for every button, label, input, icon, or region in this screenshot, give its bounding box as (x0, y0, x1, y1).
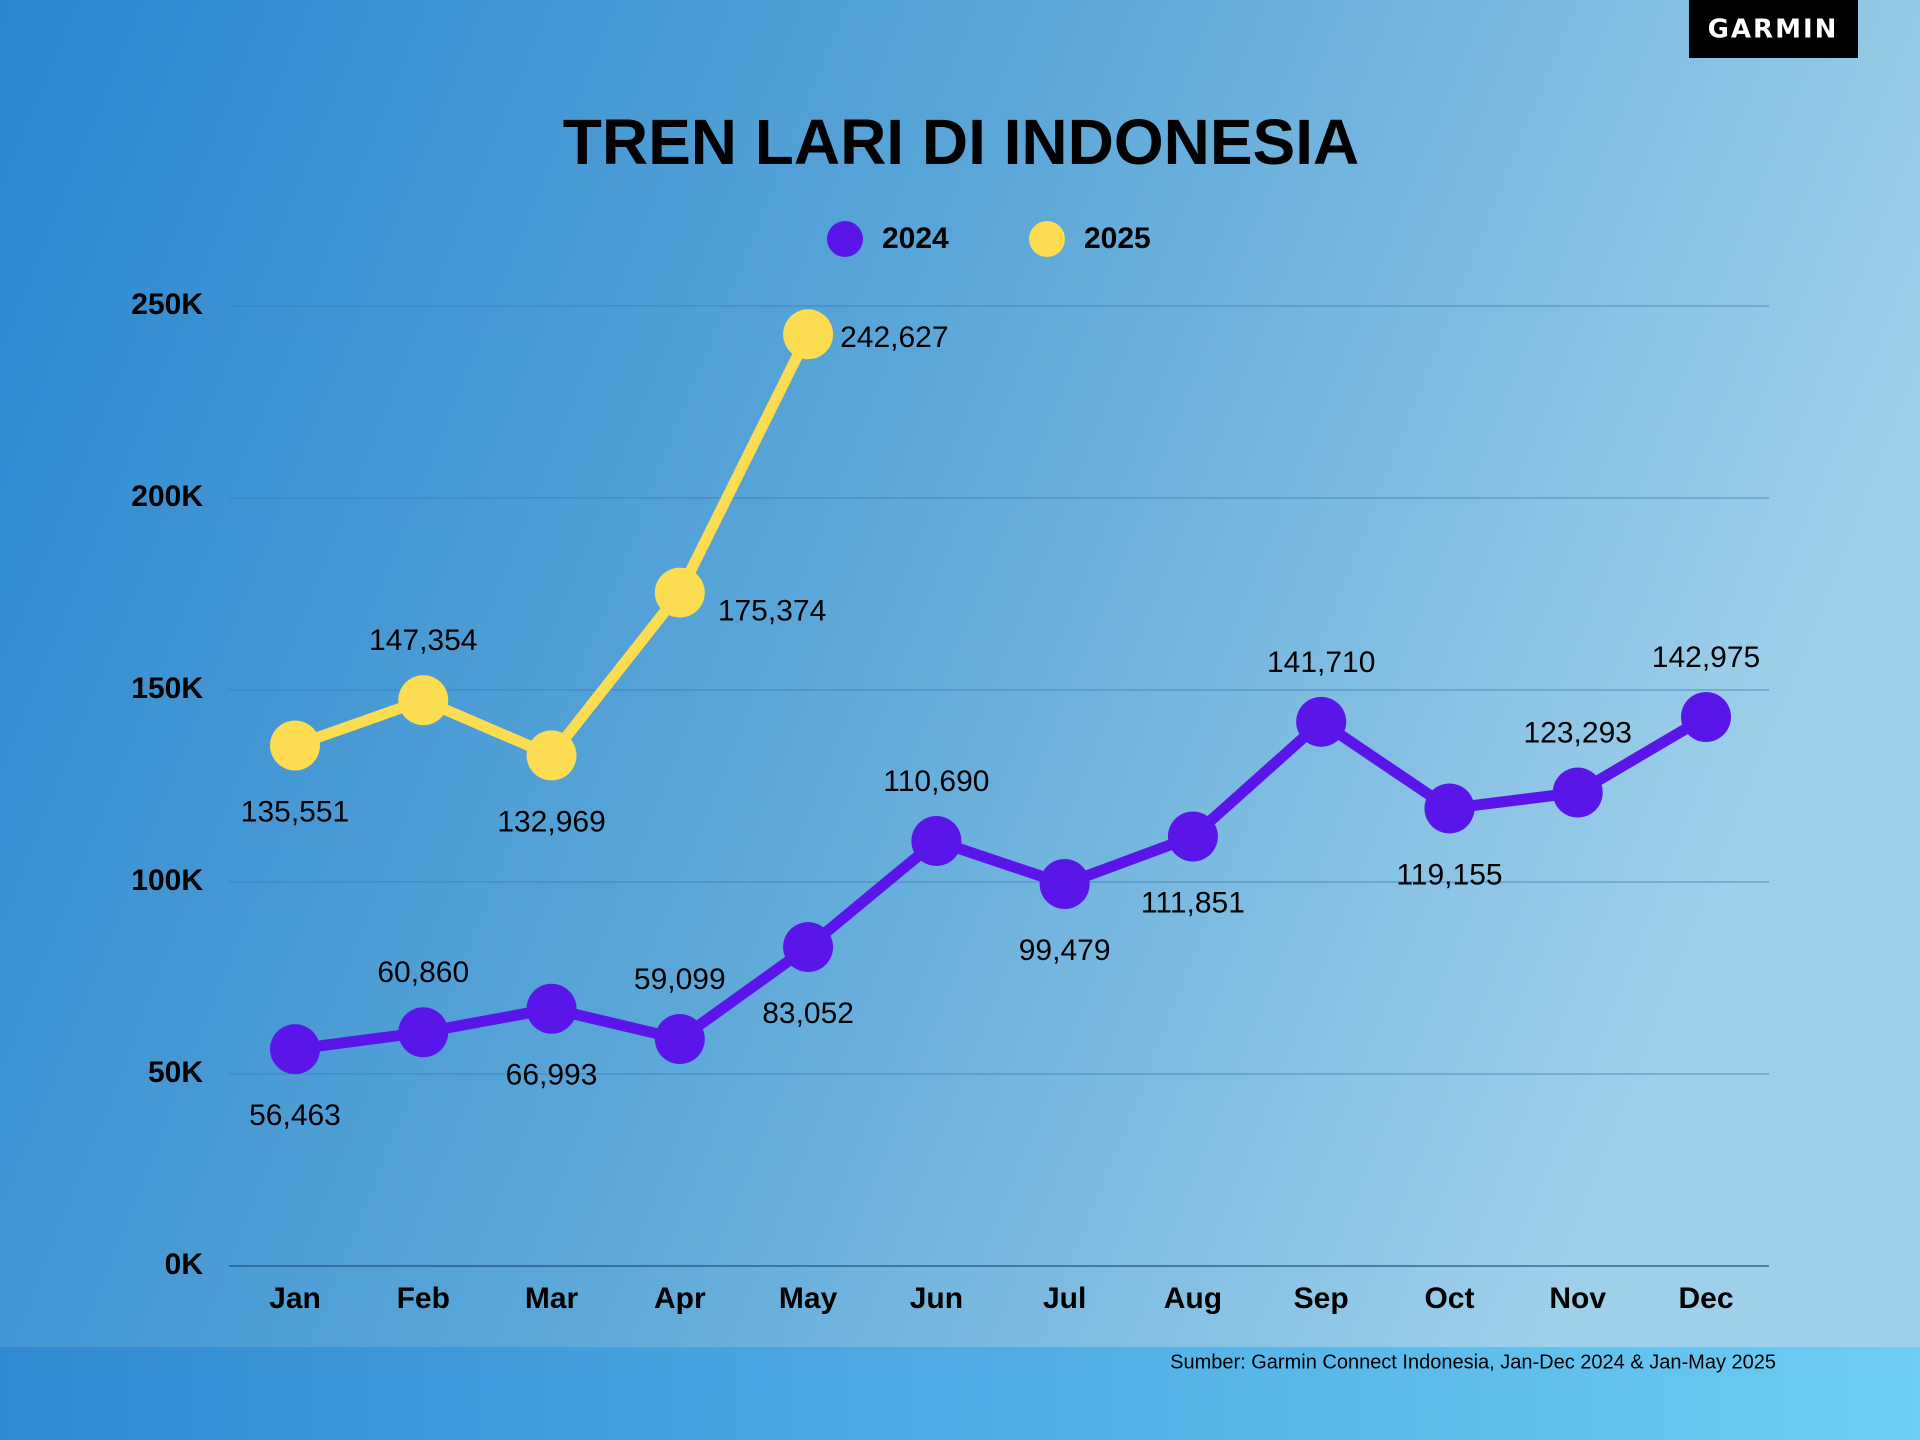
y-tick-label: 100K (131, 864, 203, 897)
legend-swatch (1029, 221, 1065, 257)
data-point (783, 922, 834, 973)
data-point (526, 983, 577, 1034)
legend-swatch (827, 221, 863, 257)
brand-logo: GARMIN (1708, 15, 1839, 45)
x-tick-label: Jan (269, 1282, 321, 1315)
data-point (1424, 783, 1475, 834)
data-label: 56,463 (249, 1099, 341, 1132)
source-note: Sumber: Garmin Connect Indonesia, Jan-De… (1170, 1351, 1776, 1373)
data-label: 141,710 (1267, 646, 1375, 679)
legend-label: 2024 (882, 222, 949, 255)
data-point (654, 567, 705, 618)
data-point (398, 675, 449, 726)
data-label: 83,052 (762, 997, 854, 1030)
x-tick-label: Jun (910, 1282, 963, 1315)
data-label: 175,374 (718, 594, 826, 627)
data-label: 59,099 (634, 963, 726, 996)
data-point (1552, 767, 1603, 818)
data-label: 142,975 (1652, 641, 1760, 674)
data-label: 60,860 (377, 956, 469, 989)
y-tick-label: 0K (165, 1248, 204, 1281)
data-point (1167, 811, 1218, 862)
data-label: 147,354 (369, 624, 477, 657)
plot-area: 0K 50K 100K 150K 200K 250K Jan Feb Mar Apr May Jun J… (131, 221, 1769, 1315)
data-label: 119,155 (1396, 858, 1502, 891)
x-tick-label: Mar (525, 1282, 579, 1315)
data-point (270, 720, 320, 771)
y-tick-label: 200K (131, 480, 203, 513)
data-point (783, 309, 834, 360)
brand-box (1689, 0, 1858, 58)
y-tick-label: 150K (131, 672, 203, 705)
y-tick-label: 50K (148, 1056, 203, 1089)
y-tick-label: 250K (131, 288, 203, 321)
x-tick-label: Jul (1043, 1282, 1086, 1315)
data-label: 242,627 (840, 321, 948, 354)
data-point (270, 1024, 320, 1075)
x-tick-label: Aug (1164, 1282, 1222, 1315)
data-point (398, 1007, 449, 1058)
data-label: 66,993 (506, 1059, 598, 1092)
data-point (1681, 691, 1731, 742)
x-tick-label: Apr (654, 1282, 706, 1315)
x-tick-label: Nov (1549, 1282, 1606, 1315)
data-point (526, 730, 577, 781)
data-point (911, 815, 962, 866)
data-label: 132,969 (497, 805, 605, 838)
x-tick-label: Oct (1424, 1282, 1474, 1315)
footer-strip (0, 1347, 1920, 1440)
chart-title: TREN LARI DI INDONESIA (563, 106, 1359, 178)
data-point (654, 1014, 705, 1065)
data-label: 135,551 (241, 795, 349, 828)
legend-label: 2025 (1084, 222, 1151, 255)
x-tick-label: Feb (397, 1282, 450, 1315)
data-label: 123,293 (1524, 716, 1632, 749)
x-tick-label: May (779, 1282, 838, 1315)
x-tick-label: Dec (1678, 1282, 1733, 1315)
data-label: 111,851 (1141, 886, 1245, 919)
x-tick-label: Sep (1294, 1282, 1349, 1315)
data-point (1296, 696, 1347, 747)
data-label: 110,690 (883, 765, 989, 798)
data-label: 99,479 (1019, 934, 1111, 967)
data-point (1039, 859, 1090, 910)
